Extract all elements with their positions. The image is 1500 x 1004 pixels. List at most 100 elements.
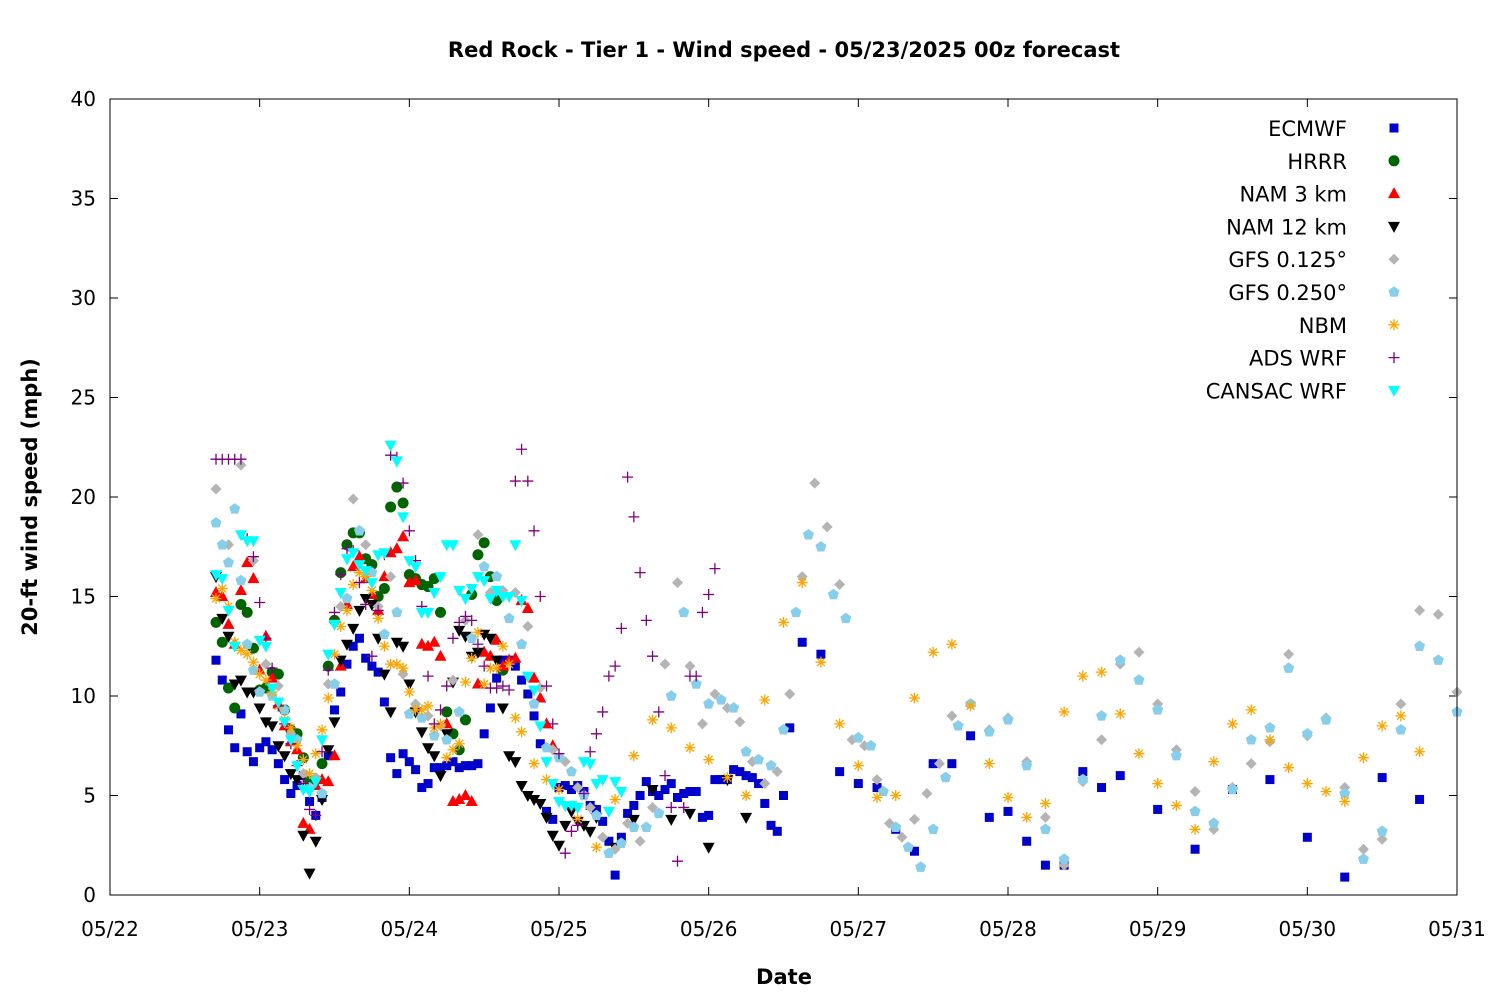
data-point <box>1058 853 1070 864</box>
data-point <box>1357 843 1369 855</box>
data-point <box>297 816 310 828</box>
data-point <box>291 775 304 787</box>
x-tick-label: 05/28 <box>979 917 1037 941</box>
data-point <box>460 761 470 771</box>
data-point <box>928 759 938 769</box>
data-point <box>1395 698 1407 710</box>
data-point <box>280 775 290 785</box>
data-point <box>516 638 528 649</box>
data-point <box>509 540 522 552</box>
data-point <box>646 785 659 797</box>
data-point <box>459 714 471 726</box>
data-point <box>1077 670 1089 682</box>
data-point <box>665 690 677 701</box>
data-point <box>397 530 410 542</box>
legend-marker <box>1388 286 1400 297</box>
x-tick-label: 05/26 <box>680 917 738 941</box>
data-point <box>454 763 464 773</box>
data-point <box>491 570 503 582</box>
data-point <box>278 717 291 729</box>
data-point <box>1302 832 1312 842</box>
data-point <box>447 744 459 756</box>
data-point <box>716 775 726 785</box>
data-point <box>540 757 553 769</box>
data-point <box>491 682 503 694</box>
data-point <box>634 835 646 847</box>
data-point <box>1002 791 1014 803</box>
data-point <box>467 761 477 771</box>
data-point <box>247 551 259 563</box>
data-point <box>784 688 796 700</box>
data-point <box>353 525 365 536</box>
data-point <box>360 598 372 610</box>
data-point <box>1415 794 1425 804</box>
data-point <box>353 567 365 579</box>
data-point <box>484 662 496 674</box>
data-point <box>933 758 945 770</box>
data-point <box>216 583 228 595</box>
data-point <box>497 640 509 652</box>
y-tick-label: 10 <box>71 684 96 708</box>
data-point <box>484 593 497 605</box>
data-point <box>590 841 602 853</box>
data-point <box>834 718 846 730</box>
data-point <box>254 668 266 680</box>
data-point <box>628 750 640 762</box>
data-point <box>684 660 696 672</box>
data-point <box>353 605 366 617</box>
data-point <box>222 617 235 629</box>
y-axis-label: 20-ft wind speed (mph) <box>18 358 42 636</box>
data-point <box>416 712 428 723</box>
data-point <box>348 641 358 651</box>
data-point <box>534 721 547 733</box>
plot-frame <box>109 98 1458 896</box>
data-point <box>660 785 670 795</box>
data-point <box>291 740 303 752</box>
data-point <box>503 612 515 624</box>
data-point <box>309 836 322 848</box>
data-point <box>516 443 528 455</box>
data-point <box>852 731 864 743</box>
data-point <box>560 781 570 791</box>
data-point <box>597 706 609 718</box>
data-point <box>665 814 678 826</box>
data-point <box>553 784 565 796</box>
data-point <box>629 800 639 810</box>
data-point <box>615 787 628 799</box>
x-tick-label: 05/31 <box>1428 917 1486 941</box>
data-point <box>310 809 322 821</box>
x-tick-label: 05/25 <box>530 917 588 941</box>
data-point <box>384 707 397 719</box>
y-tick-label: 5 <box>83 784 96 808</box>
data-point <box>415 727 428 739</box>
data-point <box>566 785 576 795</box>
data-point <box>616 832 626 842</box>
data-point <box>466 652 478 664</box>
data-point <box>353 560 366 572</box>
data-point <box>759 694 771 706</box>
data-point <box>615 622 627 634</box>
data-point <box>565 806 578 818</box>
data-point <box>422 700 434 712</box>
data-point <box>266 721 279 733</box>
data-point <box>984 812 994 822</box>
data-point <box>1114 654 1126 665</box>
data-point <box>347 623 360 635</box>
data-point <box>728 702 740 713</box>
x-tick-label: 05/27 <box>830 917 888 941</box>
data-point <box>521 791 534 802</box>
data-point <box>210 592 222 604</box>
data-point <box>542 806 552 816</box>
data-point <box>347 579 359 591</box>
data-point <box>322 649 335 661</box>
data-point <box>1357 752 1369 764</box>
data-point <box>309 777 322 789</box>
data-point <box>465 584 478 596</box>
data-point <box>378 548 391 560</box>
data-point <box>872 783 882 793</box>
data-point <box>385 501 397 513</box>
data-point <box>983 726 995 737</box>
data-point <box>696 718 708 730</box>
data-point <box>927 823 939 835</box>
data-point <box>615 837 627 848</box>
